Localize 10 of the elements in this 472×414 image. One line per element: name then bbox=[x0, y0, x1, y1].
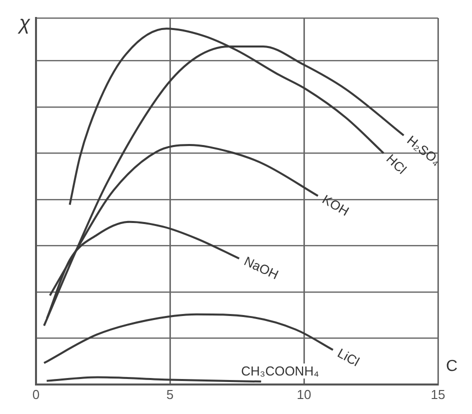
text: LiCl bbox=[335, 345, 362, 370]
series-label: CH₃COONH₄ bbox=[241, 364, 319, 379]
text: HCl bbox=[383, 151, 410, 177]
x-tick-label: 5 bbox=[166, 386, 174, 402]
x-axis-title: C bbox=[446, 358, 458, 375]
x-tick-label: 0 bbox=[32, 386, 40, 402]
x-tick-label: 10 bbox=[296, 386, 312, 402]
text: KOH bbox=[320, 192, 352, 219]
x-tick-label: 15 bbox=[430, 386, 446, 402]
y-axis-title: χ bbox=[17, 12, 32, 35]
